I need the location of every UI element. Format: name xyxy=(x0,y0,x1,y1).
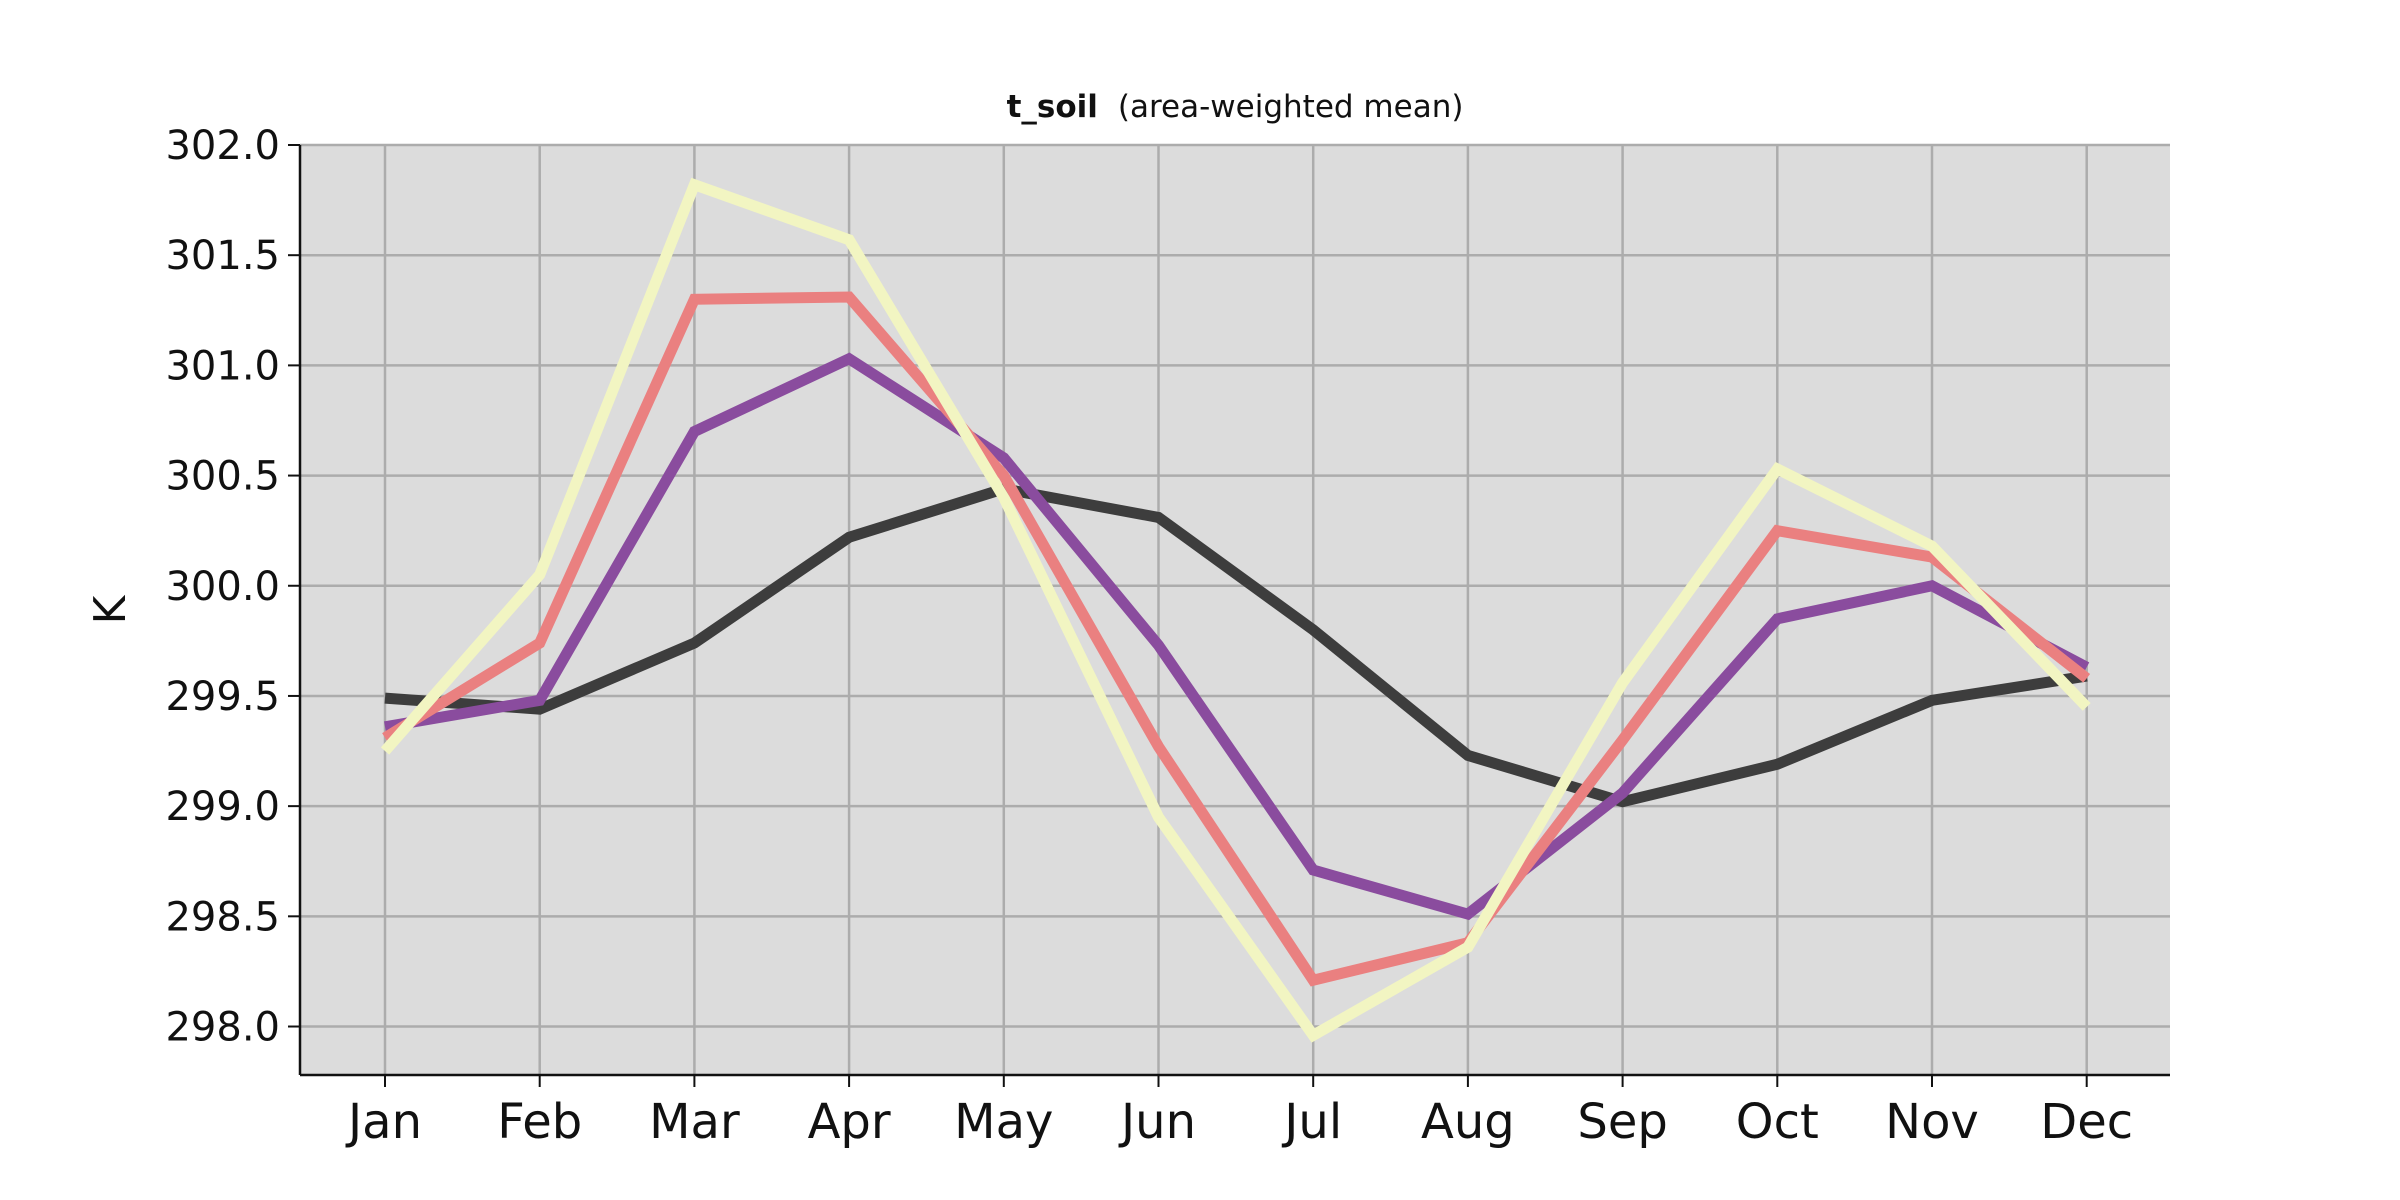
series-line-2 xyxy=(384,352,2090,921)
series-line-1 xyxy=(384,483,2088,808)
x-tick-label: Jan xyxy=(345,1094,422,1150)
y-tick-label: 298.0 xyxy=(165,1005,280,1051)
y-tick-label: 302.0 xyxy=(165,123,280,169)
y-tick-label: 298.5 xyxy=(165,894,280,940)
y-tick-label: 299.0 xyxy=(165,784,280,830)
series-line-3 xyxy=(382,291,2091,987)
x-tick-label: Nov xyxy=(1885,1094,1979,1150)
y-tick-label: 301.5 xyxy=(165,233,280,279)
chart-title-main: t_soil xyxy=(1007,89,1098,125)
x-tick-label: Feb xyxy=(497,1094,582,1150)
x-ticks: Jan Feb Mar Apr May Jun Jul Aug Sep Oct Nov Dec xyxy=(345,1075,2133,1150)
chart-subtitle: (area-weighted mean) xyxy=(1118,89,1464,125)
x-tick-label: Aug xyxy=(1421,1094,1515,1150)
axes xyxy=(298,145,2170,1077)
y-ticks: 298.0 298.5 299.0 299.5 300.0 300.5 301.0 301.5… xyxy=(165,123,300,1051)
x-tick-label: Dec xyxy=(2040,1094,2133,1150)
plot-background xyxy=(300,145,2170,1075)
x-tick-label: Jul xyxy=(1281,1094,1342,1150)
y-tick-label: 299.5 xyxy=(165,674,280,720)
y-tick-label: 300.5 xyxy=(165,454,280,500)
x-tick-label: May xyxy=(954,1094,1053,1150)
series-line-4 xyxy=(380,177,2091,1043)
y-tick-label: 300.0 xyxy=(165,564,280,610)
x-tick-label: Oct xyxy=(1736,1094,1819,1150)
x-tick-label: Jun xyxy=(1118,1094,1196,1150)
x-tick-label: Mar xyxy=(649,1094,740,1150)
chart-title: t_soil (area-weighted mean) xyxy=(1007,89,1464,125)
x-tick-label: Sep xyxy=(1577,1094,1667,1150)
y-axis-label: K xyxy=(85,594,136,624)
y-tick-label: 301.0 xyxy=(165,343,280,389)
series-lines xyxy=(380,177,2091,1043)
x-tick-label: Apr xyxy=(808,1094,891,1150)
